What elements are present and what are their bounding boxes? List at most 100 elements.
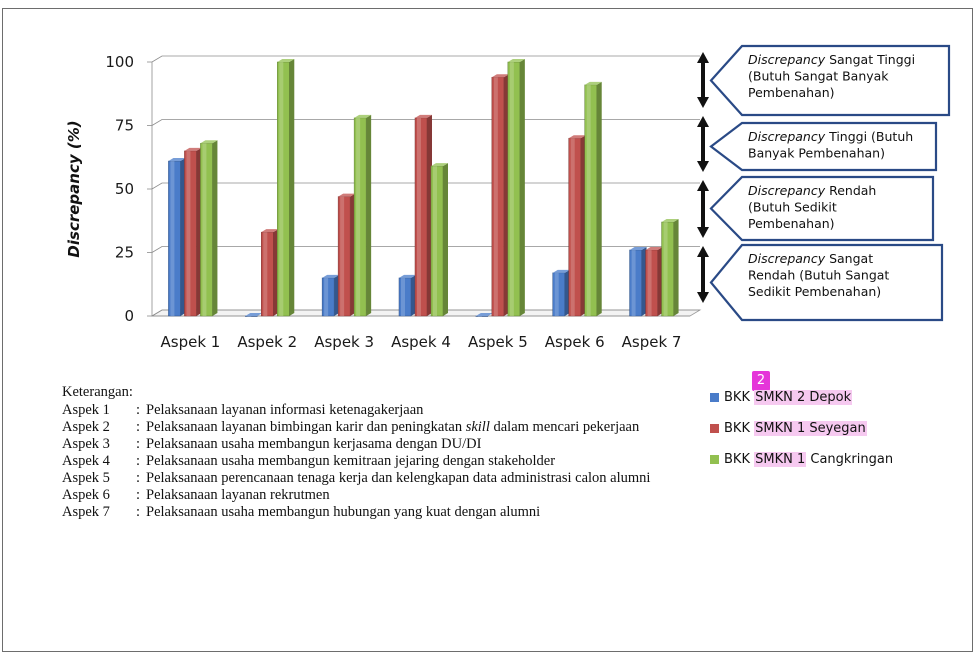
callout-shape xyxy=(709,121,938,172)
bar-highlight xyxy=(586,84,591,316)
range-arrow-head xyxy=(697,116,709,127)
bar-highlight xyxy=(631,249,636,316)
bar-side xyxy=(443,163,448,316)
bar-top xyxy=(168,158,186,162)
bar-highlight xyxy=(401,277,405,316)
bar xyxy=(414,114,432,317)
range-arrow-head xyxy=(697,227,709,238)
bar-top xyxy=(277,59,295,62)
bar-highlight xyxy=(477,316,482,317)
y-tick-label: 25 xyxy=(115,244,134,262)
callout-text: Pembenahan) xyxy=(748,216,835,231)
range-arrow xyxy=(697,246,709,303)
bar-top xyxy=(245,313,263,316)
bar-side xyxy=(289,59,295,316)
bar xyxy=(645,246,663,317)
callout-line: Discrepancy Tinggi (Butuh xyxy=(748,129,913,144)
aspek-desc: Pelaksanaan usaha membangun kemitraan je… xyxy=(146,453,556,469)
x-tick-label: Aspek 3 xyxy=(314,333,374,351)
callout-italic: Discrepancy xyxy=(748,52,826,67)
callout-line: Pembenahan) xyxy=(748,216,835,231)
bar-highlight xyxy=(433,166,437,316)
aspek-desc-part: Pelaksanaan layanan bimbingan karir dan … xyxy=(146,419,466,435)
keterangan-title: Keterangan: xyxy=(62,384,133,400)
bar-top xyxy=(322,274,340,278)
bar xyxy=(507,59,525,317)
bar xyxy=(430,163,448,317)
callout-text: (Butuh Sedikit xyxy=(748,200,837,215)
legend-prefix: BKK xyxy=(724,420,755,436)
bar xyxy=(661,219,679,317)
callout-line: (Butuh Sangat Banyak xyxy=(748,69,889,84)
bar xyxy=(337,193,356,317)
bar-highlight xyxy=(279,62,284,316)
bar xyxy=(475,313,493,317)
aspek-desc-part: dalam mencari pekerjaan xyxy=(489,419,640,435)
range-arrow xyxy=(697,52,709,108)
colon: : xyxy=(136,487,141,503)
bar-top xyxy=(184,147,202,151)
callout-line: Sedikit Pembenahan) xyxy=(748,284,881,299)
x-tick-label: Aspek 1 xyxy=(161,333,221,351)
bar xyxy=(398,274,416,317)
bar-side xyxy=(212,140,218,316)
callout-line: Pembenahan) xyxy=(748,85,835,100)
callout-line: Discrepancy Sangat xyxy=(748,251,873,266)
bar-top xyxy=(200,140,218,144)
callout-text: (Butuh Sangat Banyak xyxy=(748,69,889,84)
aspek-desc: Pelaksanaan usaha membangun kerjasama de… xyxy=(146,436,482,452)
callout-text: Banyak Pembenahan) xyxy=(748,146,885,161)
bar-side xyxy=(503,74,509,317)
callout-italic: Discrepancy xyxy=(748,251,826,266)
legend-suffix: Cangkringan xyxy=(806,451,894,467)
callout-shape xyxy=(709,44,951,117)
aspek-row-4: Aspek 4: Pelaksanaan usaha membangun kem… xyxy=(62,453,702,470)
bar-highlight xyxy=(509,62,514,316)
legend-prefix: BKK xyxy=(724,451,755,467)
aspek-row-3: Aspek 3: Pelaksanaan usaha membangun ker… xyxy=(62,436,702,453)
range-arrow-head xyxy=(697,292,709,303)
aspek-row-7: Aspek 7: Pelaksanaan usaha membangun hub… xyxy=(62,504,702,521)
bar xyxy=(568,135,586,317)
legend-highlight: SMKN 2 Depok xyxy=(754,389,853,405)
bar-top xyxy=(399,274,416,278)
y-tick-label: 75 xyxy=(115,117,134,135)
bar xyxy=(584,81,602,317)
bar-chart: 0 25 50 75 100 Discrepancy (%) Aspek 1 Aspek 2 A… xyxy=(65,44,951,351)
legend-item-seyegan: BKK SMKN 1 Seyegan xyxy=(710,419,893,437)
bar xyxy=(552,269,570,317)
bar xyxy=(277,59,295,317)
aspek-desc: Pelaksanaan perencanaan tenaga kerja dan… xyxy=(146,470,651,486)
bar-highlight xyxy=(647,249,652,316)
bar xyxy=(629,246,647,317)
callout-shape xyxy=(709,175,935,242)
callout-line: (Butuh Sedikit xyxy=(748,200,837,215)
bar-top xyxy=(507,59,525,62)
aspek-row-6: Aspek 6: Pelaksanaan layanan rekrutmen xyxy=(62,487,702,504)
bar-top xyxy=(661,219,679,223)
bar-highlight xyxy=(554,272,559,316)
aspek-row-5: Aspek 5: Pelaksanaan perencanaan tenaga … xyxy=(62,470,702,487)
aspek-desc: Pelaksanaan layanan bimbingan karir dan … xyxy=(146,419,702,436)
x-tick-label: Aspek 4 xyxy=(391,333,451,351)
callout-line: Discrepancy Rendah xyxy=(748,183,876,198)
colon: : xyxy=(136,402,141,418)
y-axis-label: Discrepancy (%) xyxy=(65,120,83,257)
aspek-row-1: Aspek 1: Pelaksanaan layanan informasi k… xyxy=(62,402,702,419)
legend-highlight: SMKN 1 xyxy=(754,451,807,467)
x-tick-label: Aspek 5 xyxy=(468,333,528,351)
keterangan-panel: Keterangan: Aspek 1: Pelaksanaan layanan… xyxy=(62,384,702,521)
callout-box: Discrepancy Rendah (Butuh SedikitPembenah… xyxy=(709,175,935,242)
bar xyxy=(200,140,218,317)
bar-top xyxy=(338,193,356,197)
bar xyxy=(321,274,340,317)
aspek-key: Aspek 7 xyxy=(62,504,110,520)
bar-side xyxy=(519,59,525,316)
aspek-desc: Pelaksanaan usaha membangun hubungan yan… xyxy=(146,504,541,520)
colon: : xyxy=(136,453,141,469)
figure-frame xyxy=(2,8,973,652)
y-tick-label: 50 xyxy=(115,180,134,198)
bar-highlight xyxy=(202,143,207,316)
bar xyxy=(245,313,263,317)
bar-highlight xyxy=(247,316,252,317)
